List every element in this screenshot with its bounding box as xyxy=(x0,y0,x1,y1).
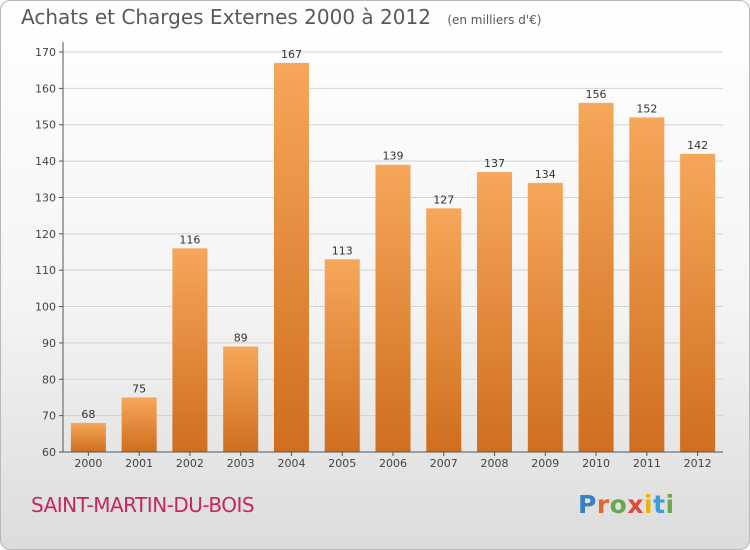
bar xyxy=(527,182,563,452)
logo-letter: t xyxy=(653,490,666,519)
bar-value-label: 89 xyxy=(234,332,248,345)
logo-letter: i xyxy=(644,490,654,519)
logo-letter: P xyxy=(578,490,597,519)
bar-value-label: 137 xyxy=(484,157,505,170)
y-tick-label: 130 xyxy=(35,191,56,204)
chart-title: Achats et Charges Externes 2000 à 2012 (… xyxy=(21,5,541,29)
y-tick-label: 110 xyxy=(35,264,56,277)
x-tick-label: 2009 xyxy=(531,457,559,470)
bar-value-label: 113 xyxy=(332,244,353,257)
y-tick-label: 100 xyxy=(35,301,56,314)
x-tick-label: 2000 xyxy=(74,457,102,470)
x-tick-label: 2006 xyxy=(379,457,407,470)
x-tick-label: 2004 xyxy=(277,457,305,470)
bar-value-label: 68 xyxy=(81,408,95,421)
location-name: SAINT-MARTIN-DU-BOIS xyxy=(31,493,255,517)
y-tick-label: 170 xyxy=(35,46,56,59)
bar-value-label: 127 xyxy=(433,193,454,206)
x-tick-label: 2003 xyxy=(227,457,255,470)
bar xyxy=(70,422,106,452)
y-tick-label: 160 xyxy=(35,82,56,95)
bar-value-label: 134 xyxy=(535,168,556,181)
x-tick-label: 2007 xyxy=(430,457,458,470)
bar xyxy=(477,172,513,452)
chart-title-text: Achats et Charges Externes 2000 à 2012 xyxy=(21,5,431,29)
bars xyxy=(70,62,716,453)
chart-unit: (en milliers d'€) xyxy=(447,13,542,27)
bar-value-label: 116 xyxy=(179,233,200,246)
bar-value-label: 139 xyxy=(383,150,404,163)
bar xyxy=(578,102,614,452)
bar-value-label: 152 xyxy=(636,102,657,115)
x-tick-label: 2010 xyxy=(582,457,610,470)
bar xyxy=(426,208,462,452)
y-tick-label: 80 xyxy=(42,373,56,386)
proxiti-logo: Proxiti xyxy=(578,490,675,519)
x-tick-label: 2011 xyxy=(633,457,661,470)
x-tick-label: 2001 xyxy=(125,457,153,470)
bar xyxy=(629,117,665,453)
y-tick-label: 120 xyxy=(35,228,56,241)
x-tick-label: 2002 xyxy=(176,457,204,470)
axes xyxy=(59,42,723,456)
bar xyxy=(223,346,259,452)
logo-letter: o xyxy=(609,490,628,519)
y-tick-label: 150 xyxy=(35,119,56,132)
bar xyxy=(324,259,360,452)
bar-value-label: 156 xyxy=(586,88,607,101)
bar-value-label: 75 xyxy=(132,382,146,395)
logo-letter: r xyxy=(596,490,610,519)
y-tick-label: 60 xyxy=(42,446,56,459)
x-tick-label: 2008 xyxy=(481,457,509,470)
y-tick-label: 70 xyxy=(42,410,56,423)
y-tick-label: 90 xyxy=(42,337,56,350)
bar xyxy=(121,397,157,452)
bar xyxy=(172,248,208,452)
bar xyxy=(273,62,309,453)
x-tick-label: 2012 xyxy=(684,457,712,470)
x-tick-label: 2005 xyxy=(328,457,356,470)
logo-letter: x xyxy=(627,490,644,519)
y-tick-label: 140 xyxy=(35,155,56,168)
logo-letter: i xyxy=(665,490,675,519)
bar-value-label: 142 xyxy=(687,139,708,152)
bar xyxy=(680,153,716,452)
labels: 60 70 80 90 100 110 120 130 140 150 160 170 68 2000 75… xyxy=(35,46,712,470)
bar xyxy=(375,164,411,452)
bar-value-label: 167 xyxy=(281,48,302,61)
